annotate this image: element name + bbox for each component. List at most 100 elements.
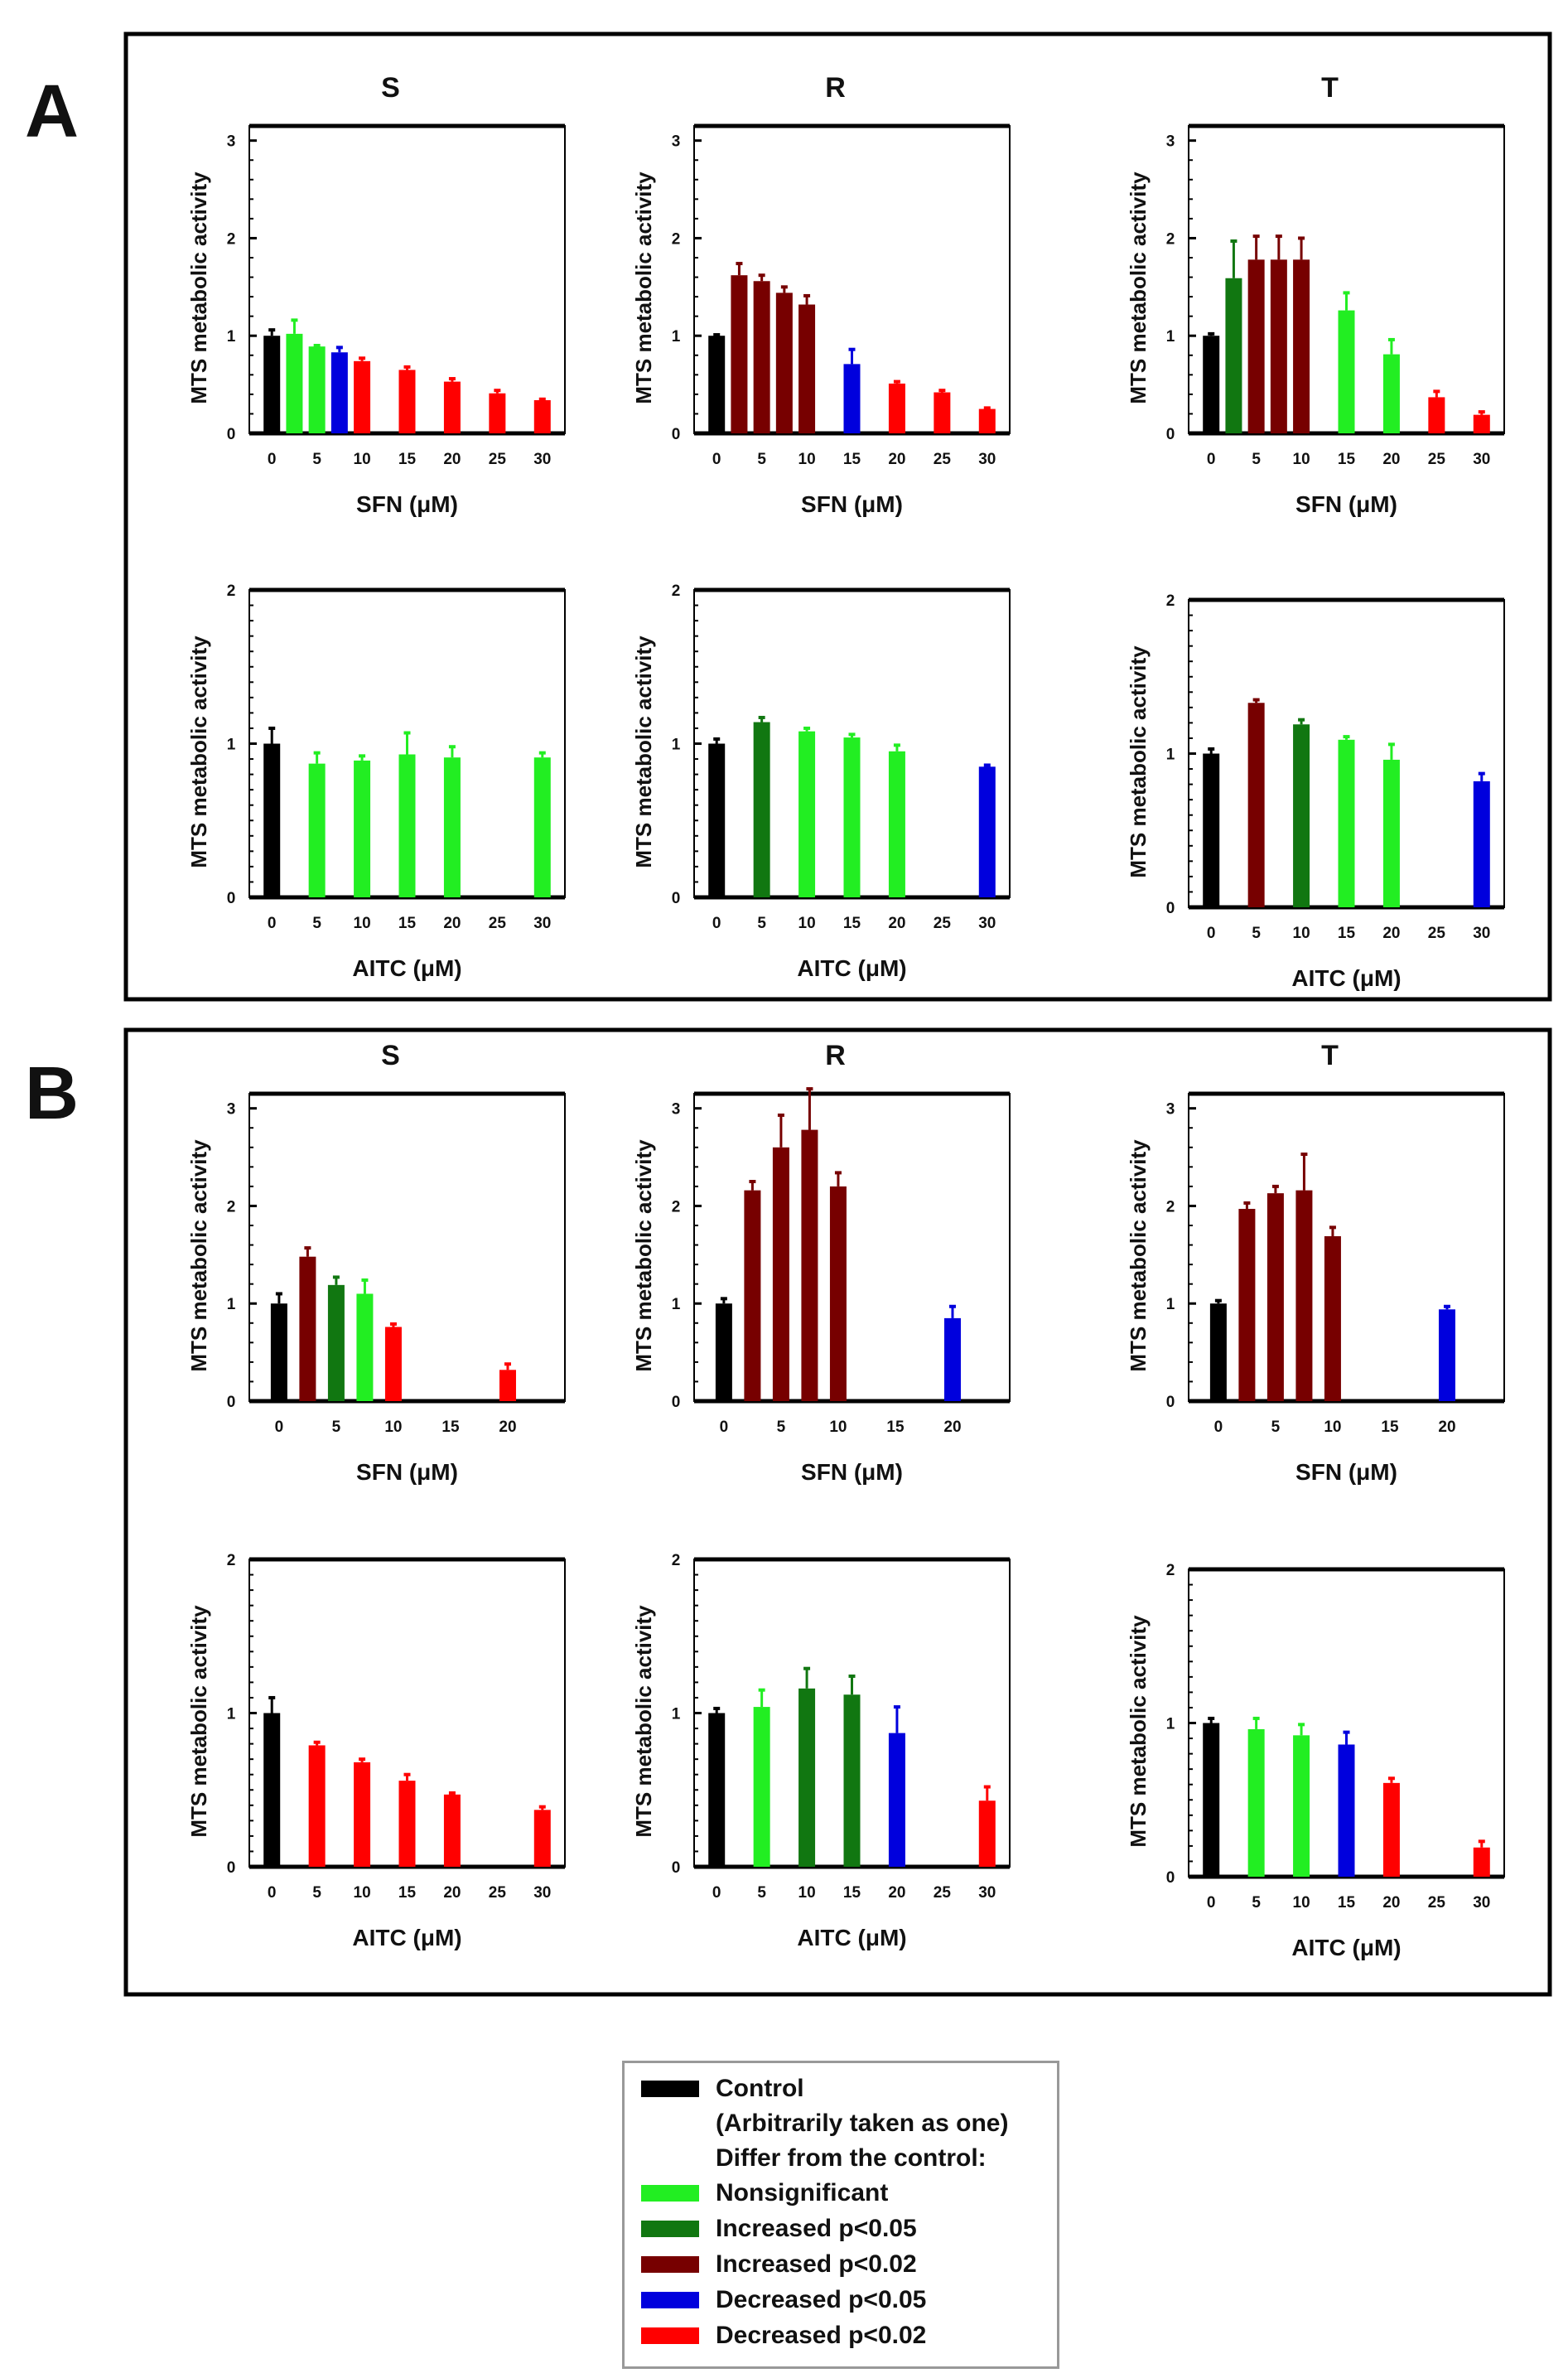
y-tick-label: 3 <box>227 133 236 151</box>
legend-swatch-inc02 <box>641 2256 699 2273</box>
x-tick-label: 25 <box>934 1884 952 1902</box>
x-tick-label: 10 <box>1293 451 1310 468</box>
x-tick-label: 25 <box>489 451 507 468</box>
bar-dec05 <box>843 364 861 433</box>
y-axis-label: MTS metabolic activity <box>1126 645 1151 878</box>
bar-dec02 <box>1428 397 1445 433</box>
x-axis-label: SFN (μM) <box>1295 1459 1397 1485</box>
bar-dec05 <box>1338 1744 1355 1877</box>
bar-ns <box>1338 739 1355 907</box>
y-axis-label: MTS metabolic activity <box>631 1605 656 1838</box>
y-tick-label: 2 <box>1166 230 1175 248</box>
bar-dec05 <box>943 1317 961 1401</box>
x-tick-label: 20 <box>1382 1894 1400 1912</box>
y-tick-label: 1 <box>672 1296 681 1313</box>
y-tick-label: 2 <box>1166 592 1175 610</box>
x-tick-label: 5 <box>1252 925 1261 942</box>
x-tick-label: 10 <box>829 1419 847 1436</box>
bar-ns <box>533 757 551 897</box>
x-tick-label: 5 <box>1271 1419 1281 1436</box>
bar-dec05 <box>1438 1309 1455 1401</box>
bar-inc02 <box>731 275 748 433</box>
bar-ns <box>753 1707 770 1867</box>
x-tick-label: 25 <box>934 451 952 468</box>
bar-inc02 <box>1238 1208 1256 1401</box>
x-tick-label: 5 <box>777 1419 786 1436</box>
bar-control <box>270 1303 287 1401</box>
bar-inc02 <box>1247 259 1265 433</box>
x-tick-label: 0 <box>720 1419 729 1436</box>
subplot-title: S <box>381 1040 400 1071</box>
bar-dec02 <box>354 360 371 433</box>
bar-inc02 <box>1266 1193 1284 1401</box>
y-tick-label: 1 <box>227 328 236 346</box>
bar-dec02 <box>443 381 461 433</box>
bar-dec05 <box>1473 781 1490 907</box>
x-tick-label: 10 <box>354 915 371 932</box>
bar-dec02 <box>1382 1782 1400 1877</box>
x-axis-label: SFN (μM) <box>356 491 458 517</box>
bar-control <box>708 1713 726 1867</box>
x-tick-label: 10 <box>1293 925 1310 942</box>
y-tick-label: 0 <box>227 1859 236 1877</box>
x-tick-label: 10 <box>798 451 816 468</box>
y-tick-label: 1 <box>672 737 681 754</box>
bar-inc05 <box>1293 724 1310 907</box>
y-tick-label: 0 <box>1166 1869 1175 1887</box>
bar-dec02 <box>1473 414 1490 433</box>
x-tick-label: 20 <box>443 451 461 468</box>
x-tick-label: 20 <box>943 1419 961 1436</box>
y-tick-label: 0 <box>672 1859 681 1877</box>
panel-b-frame <box>123 1027 1552 1997</box>
bar-inc05 <box>753 722 770 897</box>
x-tick-label: 20 <box>443 1884 461 1902</box>
x-axis-label: AITC (μM) <box>797 1925 906 1950</box>
bar-ns <box>1293 1735 1310 1877</box>
x-axis-label: SFN (μM) <box>356 1459 458 1485</box>
legend-swatch-ns <box>641 2185 699 2202</box>
legend-swatch-control <box>641 2081 699 2097</box>
y-tick-label: 3 <box>1166 1101 1175 1119</box>
y-axis-label: MTS metabolic activity <box>631 172 656 404</box>
legend-label: Increased p<0.02 <box>716 2250 917 2278</box>
y-tick-label: 0 <box>1166 900 1175 917</box>
x-tick-label: 0 <box>268 451 277 468</box>
bar-dec02 <box>888 383 905 433</box>
y-tick-label: 1 <box>672 1706 681 1723</box>
y-tick-label: 3 <box>672 1101 681 1119</box>
x-tick-label: 20 <box>1382 451 1400 468</box>
legend-label: Control <box>716 2075 804 2102</box>
panel-label-b: B <box>25 1052 79 1135</box>
y-tick-label: 2 <box>227 1552 236 1569</box>
y-tick-label: 1 <box>1166 1296 1175 1313</box>
legend-item-inc02: Increased p<0.02 <box>641 2250 917 2279</box>
bar-control <box>708 743 726 897</box>
y-tick-label: 0 <box>672 426 681 443</box>
bar-ns <box>798 731 816 897</box>
plot-frame <box>248 1093 566 1402</box>
subplot-b-6: 0 1 2 3 0 5 10 15 20 SFN (μM) MTS metabolic activi… <box>186 1040 566 1485</box>
x-tick-label: 5 <box>757 451 766 468</box>
y-axis-label: MTS metabolic activity <box>186 1605 211 1838</box>
x-axis-label: AITC (μM) <box>1291 965 1401 991</box>
bar-inc02 <box>1270 259 1287 433</box>
y-tick-label: 0 <box>1166 426 1175 443</box>
x-tick-label: 5 <box>312 1884 321 1902</box>
x-tick-label: 15 <box>398 915 417 932</box>
x-tick-label: 15 <box>441 1419 460 1436</box>
x-tick-label: 25 <box>934 915 952 932</box>
legend-label: Nonsignificant <box>716 2179 889 2206</box>
x-tick-label: 0 <box>1207 925 1216 942</box>
legend-label: Decreased p<0.05 <box>716 2286 927 2313</box>
y-tick-label: 2 <box>672 1198 681 1216</box>
bar-dec02 <box>499 1370 516 1401</box>
bar-dec02 <box>533 399 551 433</box>
x-tick-label: 5 <box>757 915 766 932</box>
bar-ns <box>1247 1728 1265 1877</box>
bar-control <box>263 743 281 897</box>
